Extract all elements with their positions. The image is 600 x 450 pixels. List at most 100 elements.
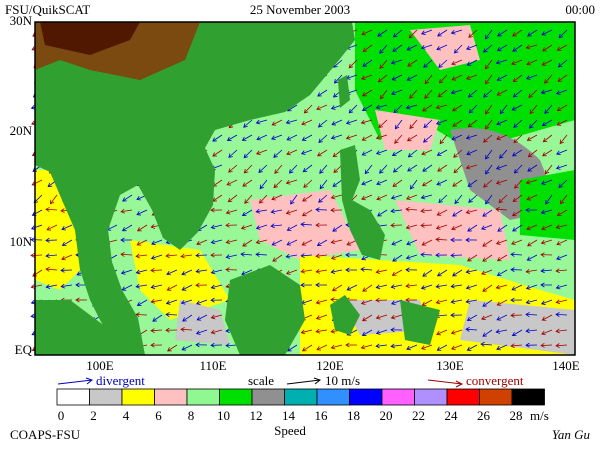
wind-arrow xyxy=(482,209,493,217)
wind-arrow xyxy=(273,149,283,158)
wind-arrow xyxy=(496,74,508,81)
wind-arrow xyxy=(526,194,538,201)
wind-arrow xyxy=(375,314,388,320)
wind-arrow xyxy=(271,134,283,141)
wind-arrow xyxy=(451,344,463,351)
wind-arrow xyxy=(319,164,328,174)
wind-arrow xyxy=(379,164,388,174)
wind-arrow xyxy=(468,104,478,114)
wind-arrow xyxy=(346,284,358,291)
wind-arrow xyxy=(150,342,163,348)
wind-arrow xyxy=(285,179,298,185)
colorbar-box xyxy=(284,388,318,406)
wind-arrow xyxy=(468,29,478,38)
wind-arrow xyxy=(303,104,313,114)
wind-arrow xyxy=(512,29,523,37)
wind-arrow xyxy=(255,224,268,230)
wind-arrow xyxy=(120,252,133,257)
map-frame xyxy=(34,21,576,356)
wind-arrow xyxy=(540,252,553,258)
wind-arrow xyxy=(287,344,298,352)
wind-arrow xyxy=(465,164,478,170)
region-lightgray xyxy=(175,300,575,355)
land-sumatra xyxy=(35,300,130,355)
lon-label: 120E xyxy=(316,358,344,373)
wind-arrow xyxy=(436,344,448,351)
wind-arrow xyxy=(315,253,328,259)
lon-label: 130E xyxy=(436,358,464,373)
wind-arrow xyxy=(302,164,313,173)
wind-arrow xyxy=(45,266,58,272)
wind-arrow xyxy=(375,134,388,140)
wind-arrow xyxy=(285,269,298,275)
wind-arrow xyxy=(317,149,328,157)
colorbar-tick-label: 4 xyxy=(123,408,130,423)
land-philippines xyxy=(340,145,385,260)
land-borneo xyxy=(225,265,305,355)
wind-arrow xyxy=(525,207,538,213)
colorbar-box xyxy=(219,388,253,406)
wind-arrow xyxy=(181,344,193,351)
wind-arrow xyxy=(511,209,523,217)
wind-arrow xyxy=(436,149,448,156)
wind-arrow xyxy=(544,74,553,84)
wind-arrow xyxy=(182,314,193,322)
wind-arrow xyxy=(392,164,403,173)
wind-arrow xyxy=(485,164,493,175)
wind-arrow xyxy=(180,327,193,332)
wind-arrow xyxy=(180,299,193,305)
wind-arrow xyxy=(348,104,358,114)
wind-arrow xyxy=(485,119,493,130)
wind-arrow xyxy=(498,194,508,204)
wind-arrow xyxy=(378,119,388,129)
wind-arrow xyxy=(451,59,463,66)
wind-arrow xyxy=(405,224,418,230)
wind-arrow xyxy=(525,342,538,348)
wind-arrow xyxy=(375,269,388,275)
wind-arrow xyxy=(315,207,328,213)
wind-arrow xyxy=(556,254,568,261)
wind-arrow xyxy=(136,299,148,306)
wind-arrow xyxy=(421,179,433,187)
wind-arrow xyxy=(285,253,298,259)
wind-arrow xyxy=(467,224,478,232)
wind-arrow xyxy=(135,253,148,259)
wind-arrow xyxy=(540,179,553,185)
wind-arrow xyxy=(362,44,373,53)
wind-arrow xyxy=(556,149,568,156)
wind-arrow xyxy=(452,269,463,277)
wind-arrow xyxy=(420,44,433,50)
wind-arrow xyxy=(258,164,268,173)
wind-arrow xyxy=(497,224,508,232)
wind-arrow xyxy=(558,29,568,39)
wind-arrow xyxy=(300,149,313,155)
wind-arrow xyxy=(225,239,238,245)
wind-arrow xyxy=(286,134,298,141)
wind-arrow xyxy=(379,44,388,54)
wind-arrow xyxy=(391,89,403,96)
wind-arrow xyxy=(422,269,433,277)
wind-arrow xyxy=(330,344,343,350)
wind-arrow xyxy=(225,254,238,260)
wind-arrow xyxy=(288,164,298,174)
convergent-label: convergent xyxy=(466,373,524,388)
wind-arrow xyxy=(361,194,373,201)
colorbar-box xyxy=(381,388,415,406)
wind-arrow xyxy=(451,134,463,141)
wind-arrow xyxy=(360,344,373,350)
wind-arrow xyxy=(437,164,448,172)
wind-arrow xyxy=(406,74,418,81)
wind-arrow xyxy=(557,59,568,68)
wind-arrow xyxy=(420,344,433,350)
wind-arrow xyxy=(256,134,268,141)
wind-arrow xyxy=(180,253,193,259)
wind-arrow xyxy=(465,284,478,290)
wind-arrow xyxy=(303,179,313,188)
colorbar-tick-label: 26 xyxy=(477,408,491,423)
wind-arrow xyxy=(122,194,133,202)
wind-arrow xyxy=(424,74,433,85)
wind-arrow xyxy=(212,149,223,157)
wind-arrow xyxy=(60,283,73,289)
wind-arrow xyxy=(424,89,433,99)
wind-arrow xyxy=(150,298,163,304)
